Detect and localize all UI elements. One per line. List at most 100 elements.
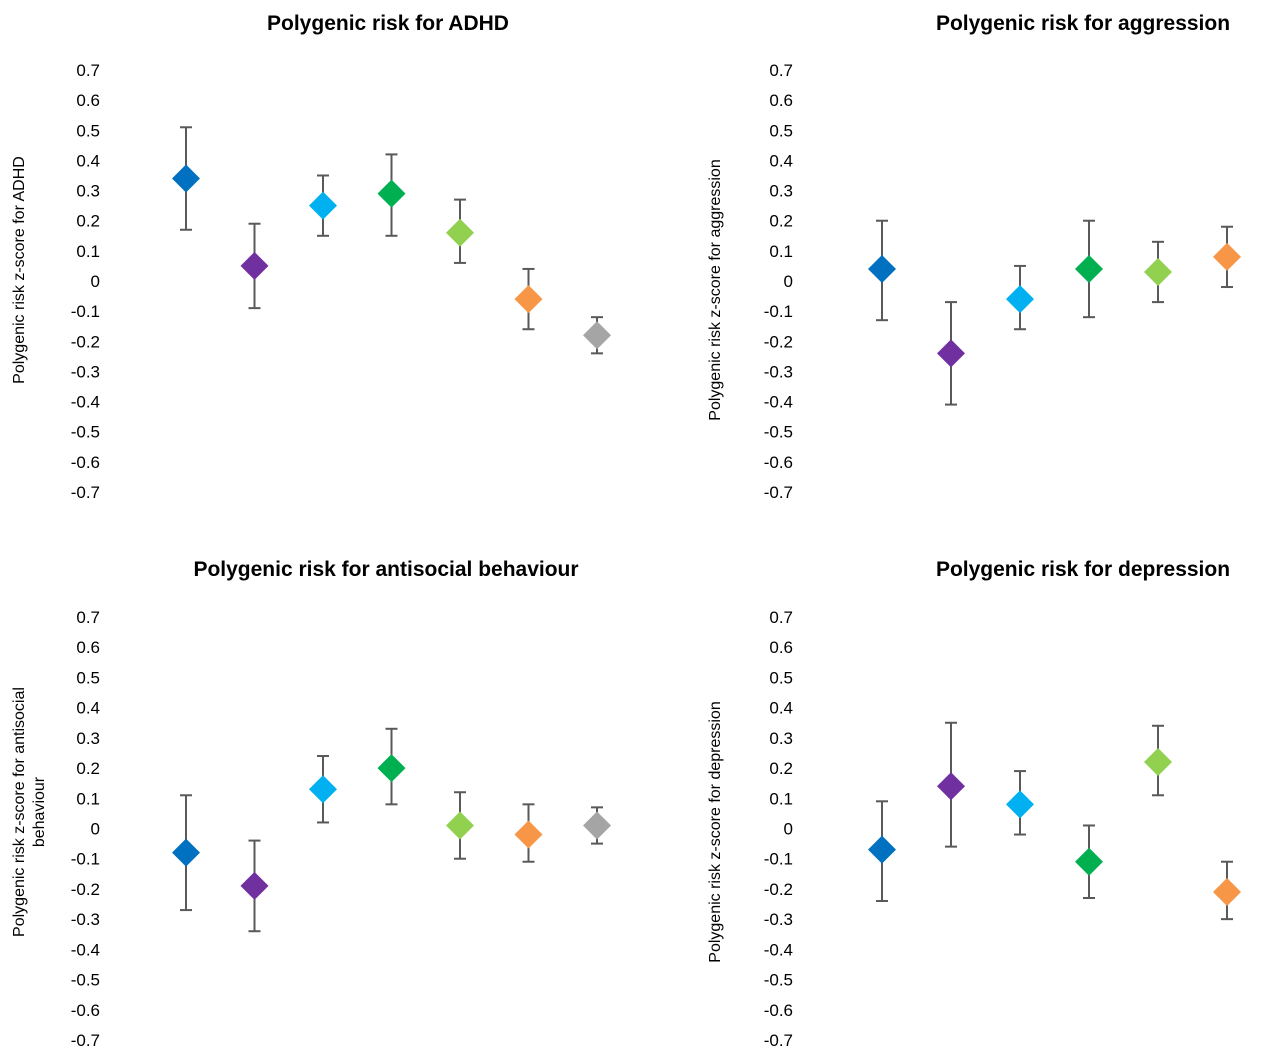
data-point-2 bbox=[240, 839, 269, 933]
y-tick-label: -0.2 bbox=[71, 880, 100, 899]
diamond-marker bbox=[377, 754, 406, 783]
diamond-marker bbox=[868, 835, 896, 864]
y-tick-label: -0.7 bbox=[764, 483, 793, 502]
y-tick-label: -0.5 bbox=[71, 971, 100, 990]
chart-title: Polygenic risk for antisocial behaviour bbox=[193, 558, 578, 581]
y-tick-label: -0.7 bbox=[71, 483, 100, 502]
diamond-marker bbox=[446, 811, 474, 840]
data-point-5 bbox=[446, 791, 474, 860]
y-tick-label: 0.5 bbox=[76, 668, 100, 687]
y-tick-label: 0.6 bbox=[769, 638, 793, 657]
diamond-marker bbox=[1006, 790, 1034, 819]
y-tick-label: 0.2 bbox=[769, 759, 793, 778]
y-tick-label: -0.2 bbox=[764, 880, 793, 899]
diamond-marker bbox=[1213, 242, 1241, 271]
data-point-3 bbox=[309, 174, 337, 237]
y-tick-label: -0.1 bbox=[71, 850, 100, 869]
y-axis-label: Polygenic risk z-score for ADHD bbox=[11, 156, 28, 384]
data-point-4 bbox=[377, 153, 406, 237]
diamond-marker bbox=[377, 179, 406, 208]
y-axis-label: Polygenic risk z-score for antisocial bbox=[11, 687, 28, 937]
y-tick-label: 0.6 bbox=[76, 638, 100, 657]
diamond-marker bbox=[240, 871, 269, 900]
y-tick-label: -0.4 bbox=[71, 940, 100, 959]
y-tick-label: 0.7 bbox=[76, 608, 100, 627]
data-point-5 bbox=[1144, 240, 1172, 304]
y-tick-label: 0.1 bbox=[76, 789, 100, 808]
y-tick-label: 0.2 bbox=[76, 759, 100, 778]
y-tick-label: 0.2 bbox=[769, 212, 793, 231]
y-tick-label: -0.3 bbox=[71, 362, 100, 381]
data-point-6 bbox=[1213, 860, 1241, 921]
y-tick-label: 0 bbox=[784, 820, 793, 839]
y-tick-label: 0.1 bbox=[769, 242, 793, 261]
y-tick-label: -0.6 bbox=[71, 453, 100, 472]
y-tick-label: 0.2 bbox=[76, 212, 100, 231]
y-tick-label: -0.4 bbox=[71, 393, 100, 412]
chart-panel-3: Polygenic risk for antisocial behaviour 0… bbox=[11, 558, 611, 1050]
y-axis-label: behaviour bbox=[31, 776, 48, 847]
y-tick-label: 0.5 bbox=[769, 668, 793, 687]
diamond-marker bbox=[937, 772, 965, 801]
data-point-1 bbox=[868, 219, 896, 322]
y-tick-label: -0.3 bbox=[71, 910, 100, 929]
data-point-6 bbox=[514, 267, 543, 331]
y-tick-label: -0.3 bbox=[764, 910, 793, 929]
diamond-marker bbox=[1075, 847, 1103, 876]
diamond-marker bbox=[172, 838, 200, 867]
y-tick-label: -0.5 bbox=[71, 423, 100, 442]
y-tick-label: -0.6 bbox=[71, 1001, 100, 1020]
data-point-3 bbox=[1006, 770, 1034, 836]
y-tick-label: -0.6 bbox=[764, 1001, 793, 1020]
y-tick-label: -0.1 bbox=[764, 302, 793, 321]
diamond-marker bbox=[1144, 748, 1172, 777]
data-point-7 bbox=[583, 806, 611, 845]
diamond-marker bbox=[1213, 877, 1241, 906]
data-point-6 bbox=[514, 803, 543, 863]
data-point-2 bbox=[937, 301, 965, 406]
diamond-marker bbox=[309, 191, 337, 220]
diamond-marker bbox=[446, 218, 474, 247]
y-tick-label: 0.3 bbox=[76, 729, 100, 748]
diamond-marker bbox=[172, 164, 200, 193]
chart-title: Polygenic risk for depression bbox=[936, 558, 1230, 581]
data-point-1 bbox=[172, 794, 200, 912]
data-point-7 bbox=[583, 316, 611, 355]
diamond-marker bbox=[309, 775, 337, 804]
y-tick-label: 0 bbox=[91, 272, 100, 291]
y-tick-label: 0.5 bbox=[769, 121, 793, 140]
y-tick-label: -0.7 bbox=[764, 1031, 793, 1050]
y-tick-label: -0.1 bbox=[764, 850, 793, 869]
y-tick-label: 0.3 bbox=[769, 182, 793, 201]
diamond-marker bbox=[514, 285, 543, 314]
data-point-2 bbox=[937, 721, 965, 848]
diamond-marker bbox=[1006, 285, 1034, 314]
data-point-3 bbox=[309, 754, 337, 824]
diamond-marker bbox=[1144, 257, 1172, 286]
y-tick-label: -0.5 bbox=[764, 971, 793, 990]
data-point-5 bbox=[446, 198, 474, 264]
y-axis-label: Polygenic risk z-score for depression bbox=[707, 701, 724, 962]
data-point-4 bbox=[377, 727, 406, 806]
y-tick-label: 0.6 bbox=[76, 91, 100, 110]
diamond-marker bbox=[583, 321, 611, 350]
data-point-3 bbox=[1006, 264, 1034, 331]
y-tick-label: -0.3 bbox=[764, 362, 793, 381]
data-point-4 bbox=[1075, 219, 1103, 319]
y-tick-label: -0.2 bbox=[71, 332, 100, 351]
diamond-marker bbox=[583, 811, 611, 840]
y-tick-label: -0.7 bbox=[71, 1031, 100, 1050]
y-tick-label: 0.7 bbox=[76, 61, 100, 80]
y-axis-label: Polygenic risk z-score for aggression bbox=[707, 159, 724, 420]
y-tick-label: -0.4 bbox=[764, 940, 793, 959]
y-tick-label: -0.2 bbox=[764, 332, 793, 351]
y-tick-label: 0.3 bbox=[76, 182, 100, 201]
y-tick-label: -0.4 bbox=[764, 393, 793, 412]
chart-panel-1: Polygenic risk for ADHD 0.7 0.6 0.5 0.4 0.3 0.… bbox=[11, 12, 611, 502]
y-tick-label: -0.5 bbox=[764, 423, 793, 442]
y-tick-label: 0.7 bbox=[769, 61, 793, 80]
diamond-marker bbox=[514, 820, 543, 849]
y-tick-label: 0.7 bbox=[769, 608, 793, 627]
data-point-4 bbox=[1075, 824, 1103, 899]
y-tick-label: -0.1 bbox=[71, 302, 100, 321]
